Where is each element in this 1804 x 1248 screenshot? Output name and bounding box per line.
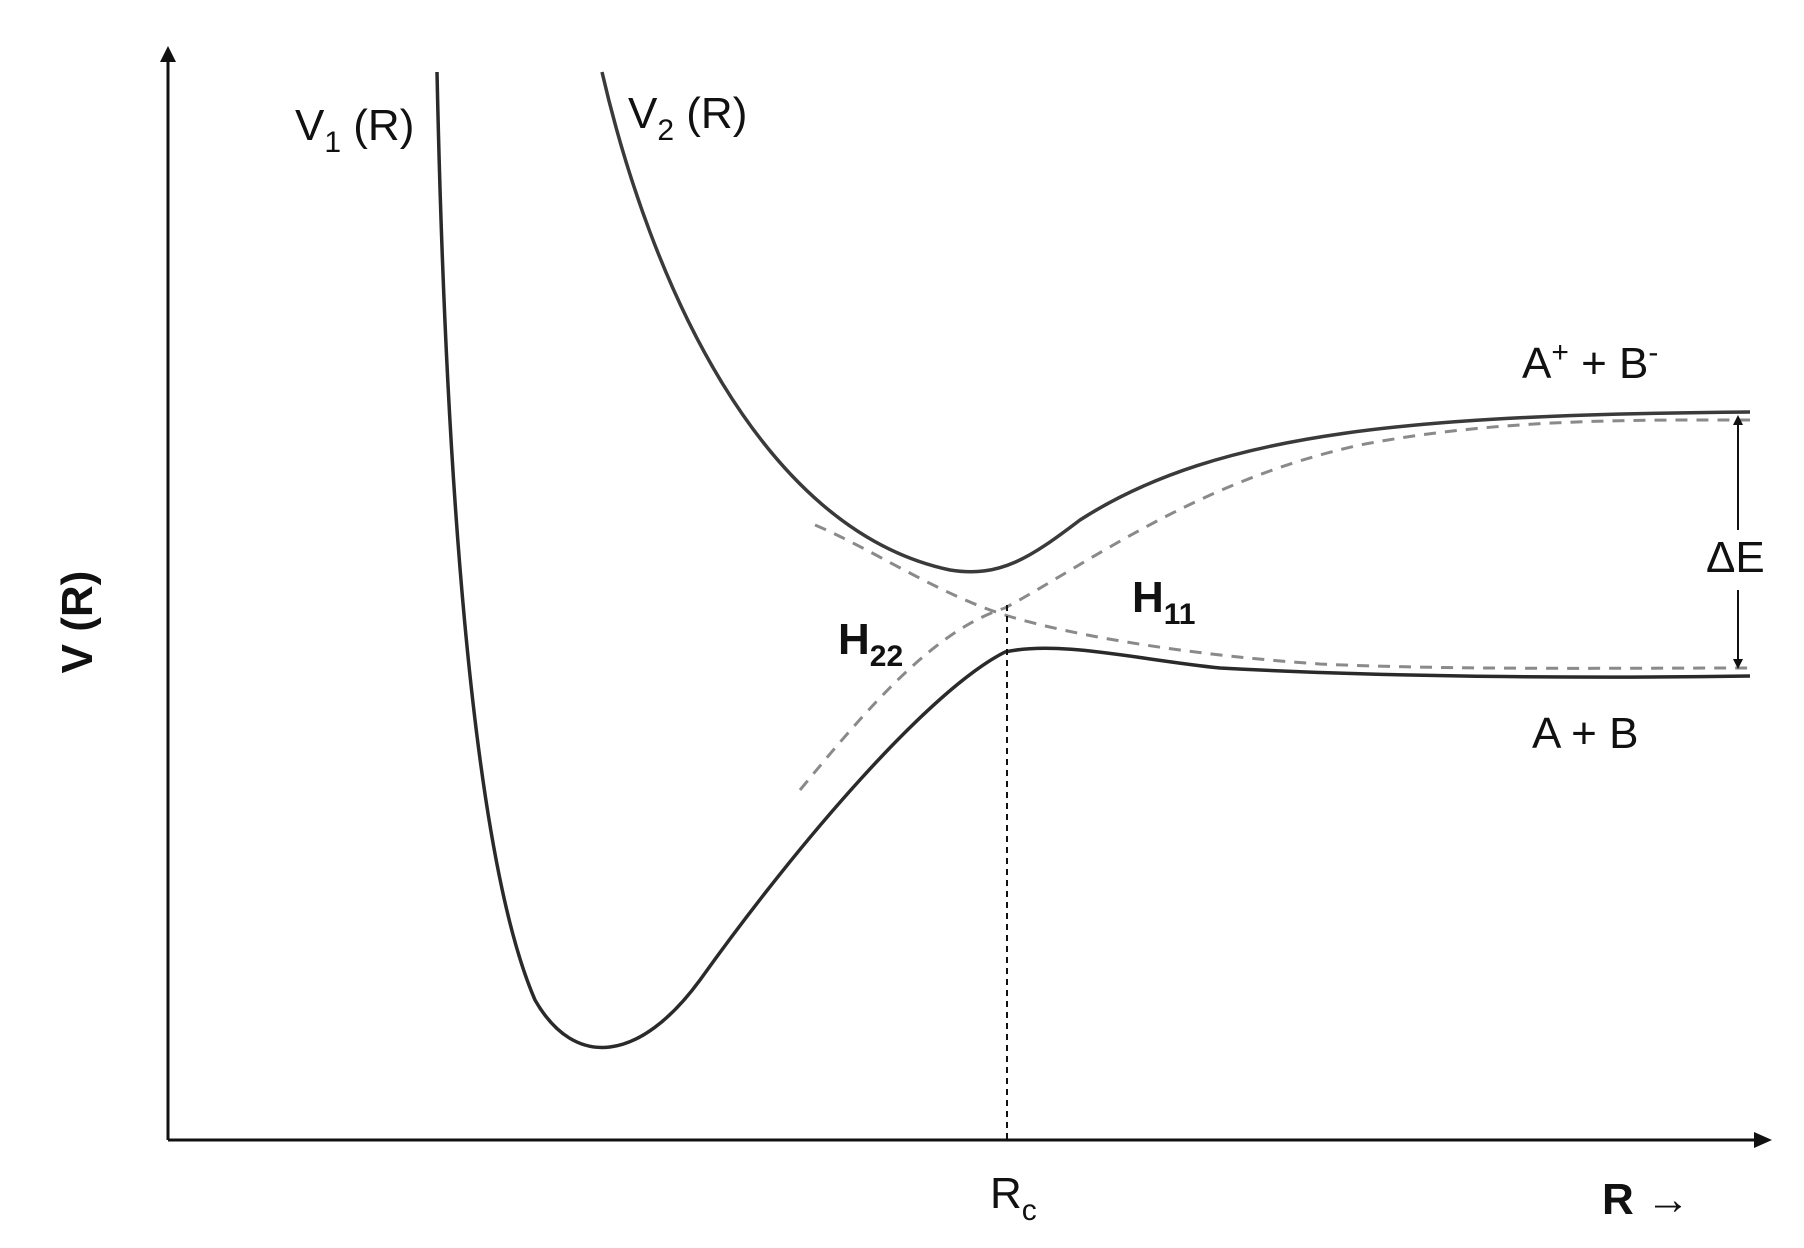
y-axis-label: V (R) (53, 571, 102, 674)
crossing-label: Rc (990, 1169, 1037, 1227)
covalent-asymptote-label: A + B (1532, 709, 1638, 758)
diabatic-curve-h22 (798, 418, 1751, 791)
diabatic-curve-h11 (814, 523, 1751, 670)
delta-e-label: ΔE (1706, 533, 1765, 582)
h22-label: H22 (838, 615, 903, 673)
h11-label: H11 (1132, 573, 1196, 631)
adiabatic-curve-v1 (435, 71, 1751, 1050)
y-axis-arrowhead (160, 46, 176, 62)
curve-v2-label: V2 (R) (628, 89, 747, 147)
x-axis-arrowhead (1754, 1132, 1772, 1148)
curve-v1-label: V1 (R) (295, 101, 414, 159)
adiabatic-curve-v2 (600, 71, 1751, 574)
x-axis-label: R → (1602, 1175, 1690, 1224)
ionic-asymptote-label: A+ + B- (1522, 336, 1658, 388)
